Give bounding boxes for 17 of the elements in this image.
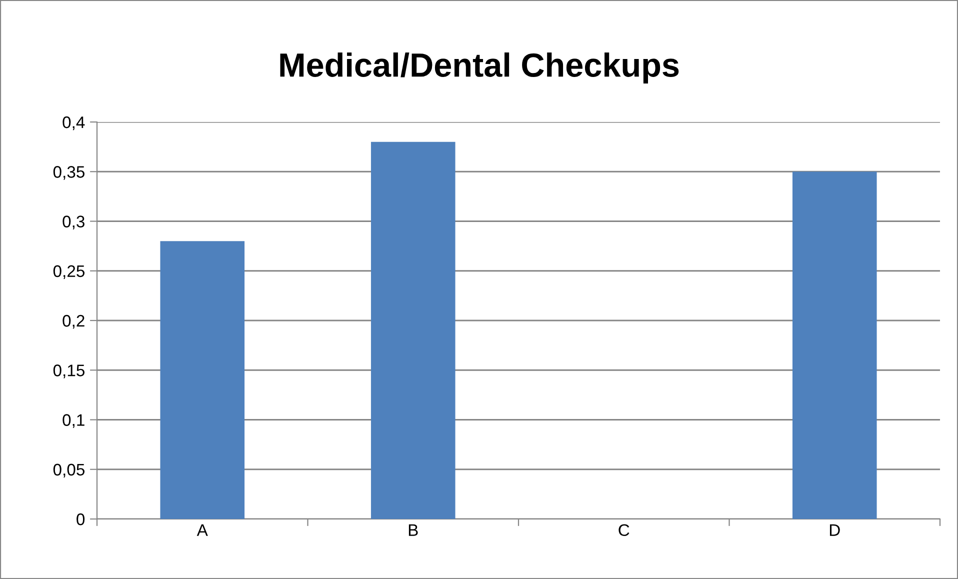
x-tick-label: A: [196, 524, 208, 536]
bar: [792, 172, 877, 519]
y-tick-label: 0: [76, 513, 85, 526]
y-tick-label: 0,4: [62, 116, 85, 130]
chart-title: Medical/Dental Checkups: [280, 52, 679, 84]
x-tick-label: D: [830, 524, 840, 536]
y-tick-label: 0,15: [53, 364, 84, 378]
y-tick-label: 0,1: [62, 414, 84, 428]
y-tick-label: 0,35: [53, 166, 84, 180]
y-tick-label: 0,3: [62, 216, 84, 230]
x-tick-label: C: [618, 524, 630, 536]
y-tick-label: 0,05: [53, 464, 84, 478]
y-tick-label: 0,2: [62, 314, 84, 329]
bar: [370, 142, 456, 519]
x-tick-label: B: [408, 524, 418, 536]
y-tick-label: 0,25: [53, 265, 84, 280]
bar: [160, 241, 245, 519]
